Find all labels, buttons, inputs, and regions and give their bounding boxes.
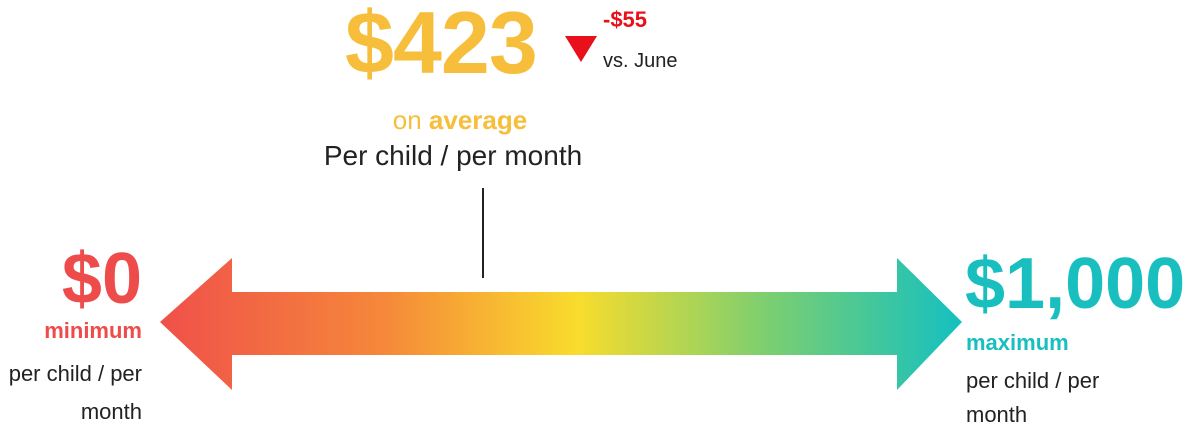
average-label: average — [428, 105, 528, 135]
down-triangle — [565, 36, 597, 62]
average-caption: on average — [260, 105, 660, 136]
change-value: -$55 — [603, 7, 648, 32]
comparison: vs. June — [603, 50, 678, 72]
range-arrow — [160, 258, 962, 390]
minimum-unit: per child / per month — [8, 361, 142, 424]
average-unit: Per child / per month — [323, 140, 583, 171]
maximum-unit: per child / per month — [966, 368, 1100, 427]
minimum-value: $0 — [61, 239, 142, 319]
maximum-label: maximum — [966, 330, 1069, 355]
maximum-value: $1,000 — [965, 244, 1186, 324]
minimum-label: minimum — [44, 318, 142, 343]
average-value: $423 — [345, 0, 538, 92]
on-text: on — [392, 105, 422, 135]
